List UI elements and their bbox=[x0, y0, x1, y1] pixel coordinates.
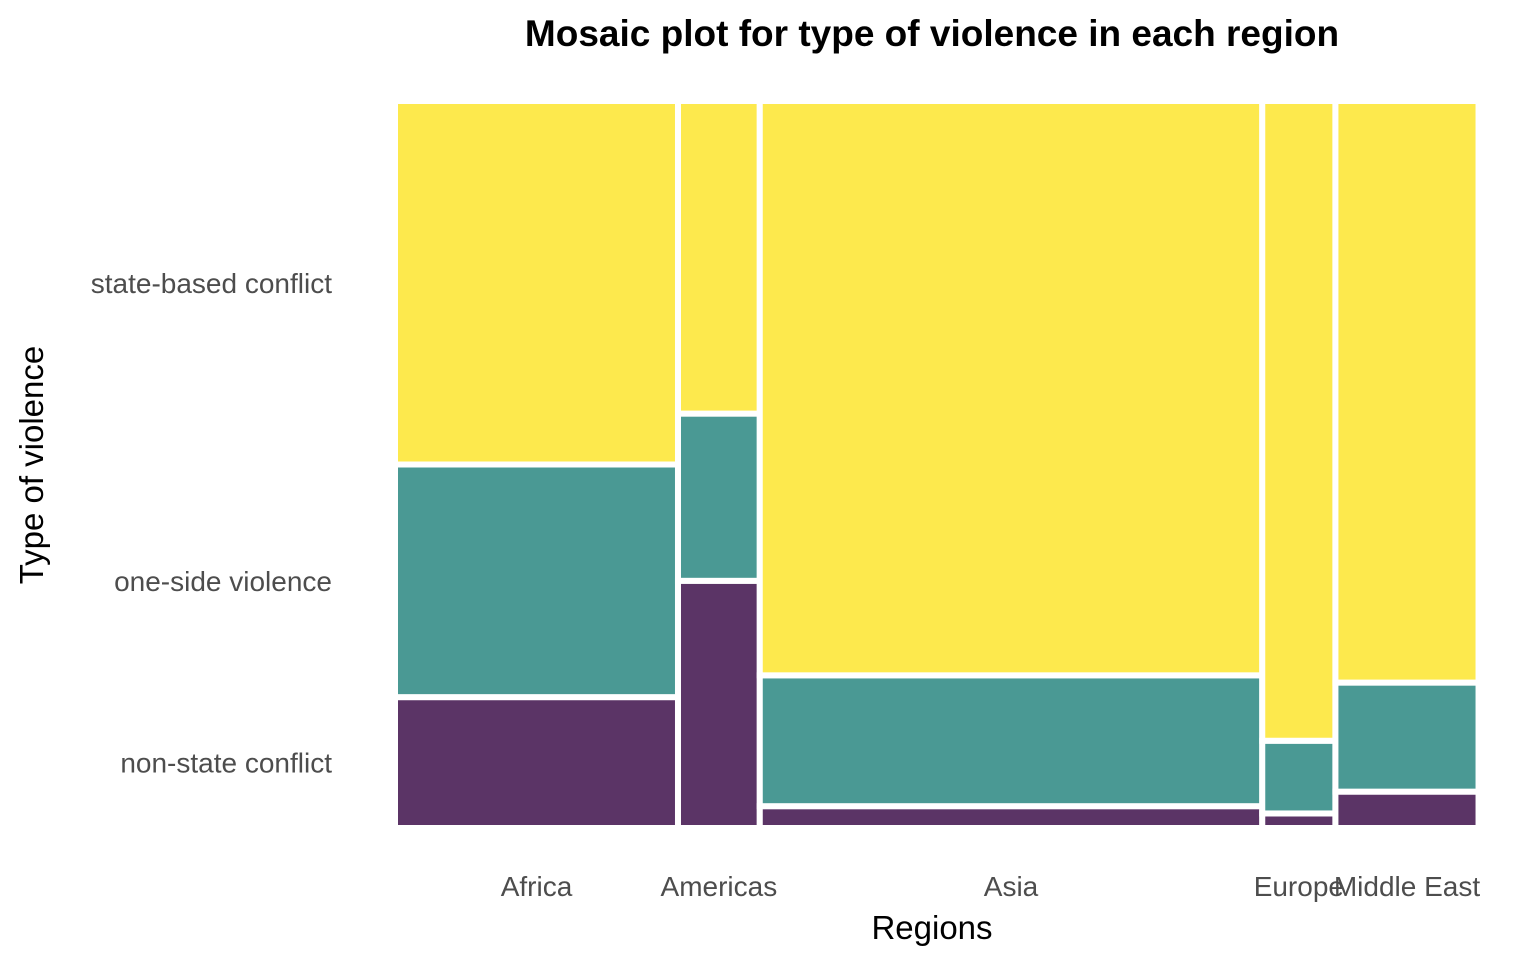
tile-middle-east-one-side-violence bbox=[1332, 679, 1482, 795]
chart-title: Mosaic plot for type of violence in each… bbox=[525, 13, 1339, 54]
mosaic-tiles bbox=[392, 98, 1482, 832]
x-axis-title: Regions bbox=[871, 909, 992, 946]
tile-asia-state-based-conflict bbox=[756, 98, 1266, 679]
tile-americas-state-based-conflict bbox=[674, 98, 763, 417]
x-tick-europe: Europe bbox=[1254, 871, 1344, 902]
tile-africa-non-state-conflict bbox=[392, 694, 681, 832]
tile-americas-non-state-conflict bbox=[674, 577, 763, 831]
tile-middle-east-non-state-conflict bbox=[1332, 788, 1482, 832]
y-tick-labels: non-state conflict one-side violence state… bbox=[91, 268, 332, 779]
tile-africa-one-side-violence bbox=[392, 461, 681, 701]
x-tick-africa: Africa bbox=[501, 871, 573, 902]
tile-europe-one-side-violence bbox=[1259, 737, 1339, 817]
tile-asia-non-state-conflict bbox=[756, 803, 1266, 832]
tile-americas-one-side-violence bbox=[674, 410, 763, 584]
tile-middle-east-state-based-conflict bbox=[1332, 98, 1482, 686]
y-tick-one-side-violence: one-side violence bbox=[114, 566, 332, 597]
x-tick-middle-east: Middle East bbox=[1334, 871, 1481, 902]
y-tick-state-based-conflict: state-based conflict bbox=[91, 268, 332, 299]
y-axis-title: Type of violence bbox=[13, 346, 50, 584]
tile-asia-one-side-violence bbox=[756, 672, 1266, 810]
x-tick-asia: Asia bbox=[984, 871, 1039, 902]
tile-africa-state-based-conflict bbox=[392, 98, 681, 468]
x-tick-americas: Americas bbox=[661, 871, 778, 902]
y-tick-non-state-conflict: non-state conflict bbox=[120, 748, 332, 779]
tile-europe-state-based-conflict bbox=[1259, 98, 1339, 744]
